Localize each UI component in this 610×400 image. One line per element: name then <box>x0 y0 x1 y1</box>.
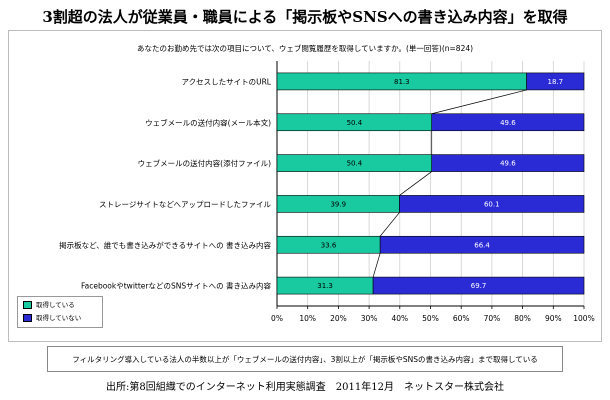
chart-subtitle: あなたのお勤め先では次の項目について、ウェブ閲覧履歴を取得していますか。(単一回… <box>136 44 474 53</box>
legend-item-acquired: 取得している <box>23 300 75 310</box>
x-tick-label: 0% <box>271 314 283 323</box>
legend-swatch-not-acquired <box>23 314 32 322</box>
x-tick-label: 40% <box>391 314 408 323</box>
summary-note: フィルタリング導入している法人の半数以上が「ウェブメールの送付内容」、3割以上が… <box>47 346 563 372</box>
x-tick-label: 60% <box>453 314 470 323</box>
legend-label-not-acquired: 取得していない <box>36 314 82 322</box>
bar-not-acquired <box>431 154 585 172</box>
category-label: アクセスしたサイトのURL <box>181 77 271 86</box>
data-label-acquired: 81.3 <box>394 78 410 86</box>
bar-not-acquired <box>431 113 585 132</box>
category-label: 掲示板など、誰でも書き込みができるサイトへの 書き込み内容 <box>59 240 271 250</box>
source-caption: 出所:第8回組織でのインターネット利用実態調査 2011年12月 ネットスター株… <box>106 382 504 393</box>
data-label-acquired: 31.3 <box>317 282 333 290</box>
data-label-acquired: 50.4 <box>347 160 363 168</box>
x-tick-label: 20% <box>330 314 347 323</box>
legend-item-not-acquired: 取得していない <box>23 313 81 323</box>
bar-not-acquired <box>526 72 585 91</box>
data-label-not-acquired: 18.7 <box>547 78 563 86</box>
category-label: ウェブメールの送付内容(メール本文) <box>145 117 271 127</box>
series-connector-line <box>431 89 527 115</box>
x-tick-label: 100% <box>573 314 594 323</box>
legend-swatch-acquired <box>23 301 32 309</box>
data-label-not-acquired: 49.6 <box>500 160 516 168</box>
series-connector-line <box>399 171 432 196</box>
data-label-not-acquired: 66.4 <box>474 241 490 249</box>
category-label: ストレージサイトなどへアップロードしたファイル <box>99 200 271 209</box>
legend-label-acquired: 取得している <box>36 301 75 309</box>
category-label: ウェブメールの送付内容(添付ファイル) <box>138 158 271 168</box>
x-tick-label: 50% <box>422 314 439 323</box>
category-label: FacebookやtwitterなどのSNSサイトへの 書き込み内容 <box>81 281 271 291</box>
x-tick-label: 90% <box>545 314 562 323</box>
bar-not-acquired <box>372 276 585 295</box>
x-tick-label: 80% <box>514 314 531 323</box>
data-label-not-acquired: 69.7 <box>471 282 487 290</box>
series-connector-line <box>379 212 400 237</box>
data-label-acquired: 50.4 <box>347 119 363 127</box>
page-title: 3割超の法人が従業員・職員による「掲示板やSNSへの書き込み内容」を取得 <box>42 8 568 26</box>
x-tick-label: 10% <box>299 314 316 323</box>
x-tick-label: 70% <box>484 314 501 323</box>
chart-frame <box>8 30 602 342</box>
data-label-acquired: 33.6 <box>321 241 337 249</box>
legend: 取得している 取得していない <box>17 296 103 328</box>
data-label-acquired: 39.9 <box>330 200 346 208</box>
series-connector-line <box>372 253 381 278</box>
x-tick-label: 30% <box>361 314 378 323</box>
data-label-not-acquired: 60.1 <box>484 200 500 208</box>
data-label-not-acquired: 49.6 <box>500 119 516 127</box>
bar-not-acquired <box>379 235 585 254</box>
bar-not-acquired <box>399 195 585 213</box>
